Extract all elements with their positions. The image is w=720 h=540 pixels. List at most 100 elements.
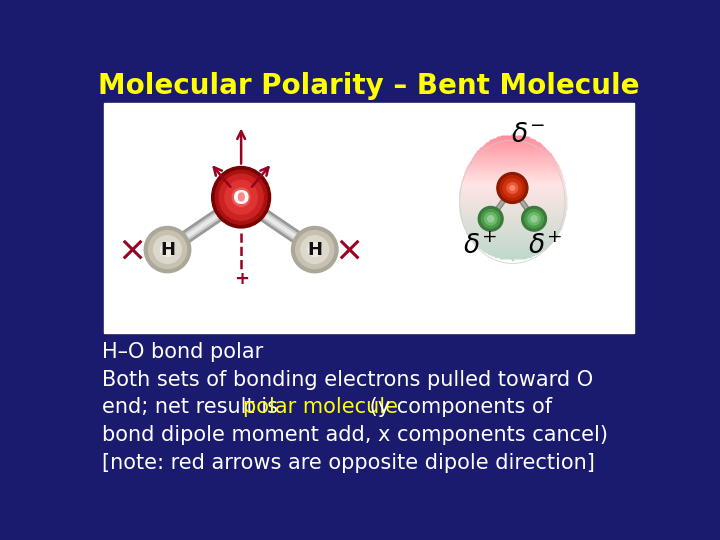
Bar [461,190,564,193]
Bar [460,192,565,194]
Bar [462,215,564,218]
Bar [480,148,544,151]
Bar [497,137,528,139]
Bar [472,237,554,240]
Circle shape [531,215,537,222]
Bar [472,159,554,162]
Bar [472,237,554,239]
Bar [462,186,564,188]
Bar [464,173,561,176]
Bar [473,239,553,241]
Bar [464,174,562,177]
Circle shape [144,226,191,273]
Bar [468,165,557,167]
Circle shape [161,242,174,256]
Bar [469,164,557,166]
Bar [500,256,526,259]
Circle shape [500,176,525,200]
Bar [488,251,536,253]
Bar [474,240,551,242]
Bar [461,187,564,190]
Bar [469,162,555,165]
Bar [479,245,546,247]
Bar [493,139,532,141]
Ellipse shape [212,166,271,228]
Bar [467,231,558,233]
Bar [497,137,529,139]
Circle shape [296,231,334,268]
Bar [479,150,546,152]
Bar [461,190,565,193]
Bar [497,137,529,140]
Bar [462,186,564,188]
Bar [461,214,564,217]
Bar [467,231,557,233]
Bar [484,145,541,147]
Bar [459,200,566,202]
Bar [485,249,539,252]
Bar [491,253,534,255]
Bar [493,139,532,141]
Bar [460,207,566,210]
Bar [488,142,538,145]
Bar [462,218,564,221]
Bar [462,181,563,184]
Bar [472,158,553,160]
Bar [465,226,561,228]
Circle shape [482,210,500,228]
Bar [479,245,546,247]
Bar [467,229,559,232]
Bar [477,151,548,154]
Bar [460,197,566,199]
Text: polar molecule: polar molecule [243,397,398,417]
Bar [477,243,548,246]
Bar [493,139,531,141]
Bar [459,202,565,205]
Circle shape [522,206,546,231]
Bar [476,242,550,245]
Text: Molecular Polarity – Bent Molecule: Molecular Polarity – Bent Molecule [98,72,640,99]
Bar [472,159,553,161]
Bar [461,187,564,190]
Bar [470,235,555,238]
Bar [462,217,564,219]
Circle shape [478,206,503,231]
Bar [474,154,550,157]
Bar [466,228,559,230]
Bar [461,188,565,191]
Bar [459,202,566,205]
Bar [459,201,565,204]
Bar [463,221,562,224]
Bar [479,150,546,152]
Circle shape [503,179,522,197]
Circle shape [510,186,515,190]
Bar [474,156,552,158]
Bar [464,223,561,225]
Circle shape [301,236,329,264]
Bar [495,254,530,256]
Bar [460,204,566,207]
Circle shape [528,213,540,225]
Bar [462,184,563,186]
Bar [462,217,564,219]
Bar [463,179,563,181]
Bar [462,220,562,222]
Bar [486,144,540,146]
Bar [464,225,561,227]
Bar [460,198,566,201]
Bar [460,198,566,200]
Bar [467,168,559,171]
Bar [462,215,564,218]
Bar [470,235,555,238]
Bar [459,200,565,202]
Bar [460,209,565,212]
Bar [463,179,562,181]
Bar [462,184,564,186]
Bar [461,212,565,214]
Bar [471,160,554,163]
Bar [490,140,534,143]
Bar [460,206,566,208]
Bar [483,248,541,250]
Bar [464,176,562,179]
Bar [466,228,559,230]
